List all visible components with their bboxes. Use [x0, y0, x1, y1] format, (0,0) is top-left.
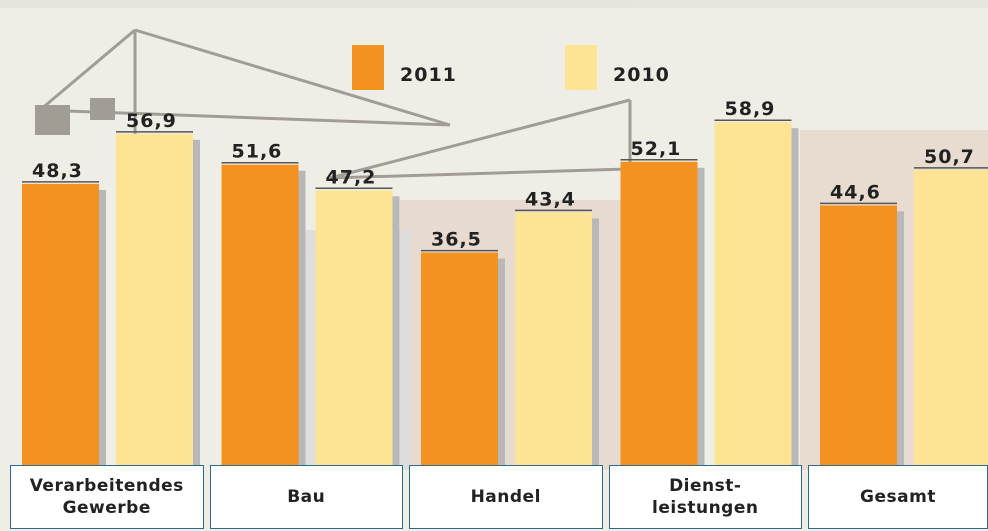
category-label: Dienst- leistungen: [609, 465, 803, 529]
bar: [116, 134, 193, 465]
bar: [222, 165, 299, 465]
value-label: 36,5: [431, 229, 482, 251]
legend-swatch: [565, 45, 597, 90]
category-label: Gesamt: [808, 465, 988, 529]
value-label: 47,2: [326, 166, 377, 188]
chart: 2011 2010 48,3 56,9 51,6 47,2 36,5 43,4 52,1 58,…: [0, 0, 988, 531]
category-label: Bau: [210, 465, 404, 529]
bar: [421, 253, 498, 465]
category-label: Verarbeitendes Gewerbe: [10, 465, 204, 529]
value-label: 44,6: [830, 181, 881, 203]
bar: [820, 205, 897, 465]
legend-label: 2011: [400, 64, 457, 86]
legend-swatch: [352, 45, 384, 90]
bar: [621, 162, 698, 465]
value-label: 52,1: [631, 138, 682, 160]
category-label: Handel: [409, 465, 603, 529]
value-label: 56,9: [126, 110, 177, 132]
bar: [515, 212, 592, 465]
value-label: 58,9: [725, 98, 776, 120]
bar: [22, 184, 99, 465]
legend-label: 2010: [613, 64, 670, 86]
value-label: 50,7: [924, 146, 975, 168]
bar: [914, 170, 988, 465]
value-label: 51,6: [232, 141, 283, 163]
value-label: 43,4: [525, 188, 576, 210]
chart-svg: 2011 2010 48,3 56,9 51,6 47,2 36,5 43,4 52,1 58,…: [0, 0, 988, 531]
bar: [316, 190, 393, 465]
legend: 2011 2010: [352, 45, 670, 90]
bar: [715, 122, 792, 465]
value-label: 48,3: [32, 160, 83, 182]
